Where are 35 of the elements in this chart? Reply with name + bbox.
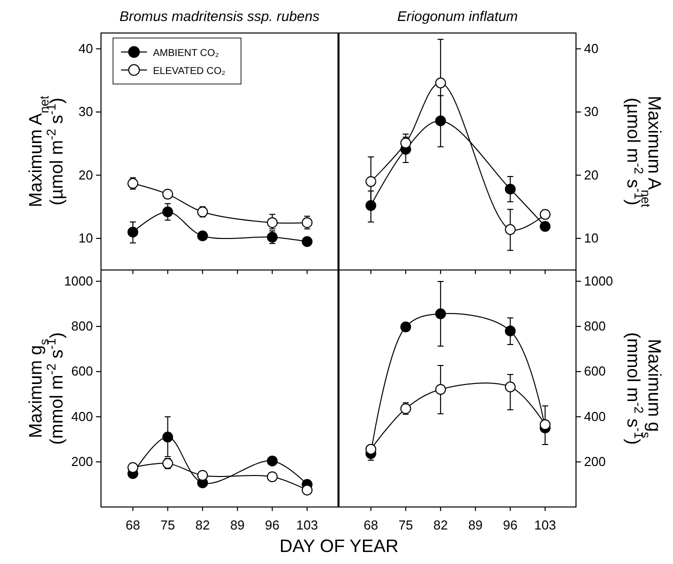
x-tick-label: 96 [503, 518, 518, 533]
y-tick-label: 800 [584, 318, 606, 334]
y-tick-label: 1000 [584, 273, 613, 288]
chart-title: Eriogonum inflatum [397, 8, 518, 24]
y-tick-label: 10 [584, 230, 598, 246]
y-tick-label: 40 [584, 40, 598, 56]
y-tick-label: 200 [584, 454, 606, 470]
y-tick-label: 30 [78, 104, 93, 120]
y-tick-label: 10 [78, 230, 93, 246]
y-tick-label: 30 [584, 104, 598, 120]
x-tick-label: 89 [468, 518, 483, 533]
x-tick-label: 82 [195, 518, 210, 533]
y-tick-label: 1000 [64, 273, 93, 288]
x-tick-label: 68 [126, 518, 140, 533]
x-tick-label: 103 [534, 518, 556, 533]
x-tick-label: 75 [398, 518, 413, 533]
y-tick-label: 200 [71, 454, 93, 470]
y-tick-label: 20 [78, 167, 93, 182]
y-tick-label: 600 [584, 364, 606, 379]
x-tick-label: 103 [296, 518, 318, 533]
x-tick-label: 96 [265, 518, 280, 533]
y-tick-label: 400 [71, 408, 93, 424]
y-tick-label: 800 [71, 318, 93, 334]
y-tick-label: 40 [78, 40, 93, 56]
legend-label: AMBIENT CO₂ [153, 48, 220, 59]
x-tick-label: 68 [364, 518, 378, 533]
y-tick-label: 400 [584, 408, 606, 424]
x-axis-title: DAY OF YEAR [279, 536, 399, 556]
y-tick-label: 600 [71, 364, 93, 379]
x-tick-label: 75 [160, 518, 175, 533]
x-tick-label: 89 [230, 518, 245, 533]
x-tick-label: 82 [433, 518, 448, 533]
y-tick-label: 20 [584, 167, 598, 182]
legend-label: ELEVATED CO₂ [153, 66, 226, 77]
chart-title: Bromus madritensis ssp. rubens [120, 8, 320, 24]
